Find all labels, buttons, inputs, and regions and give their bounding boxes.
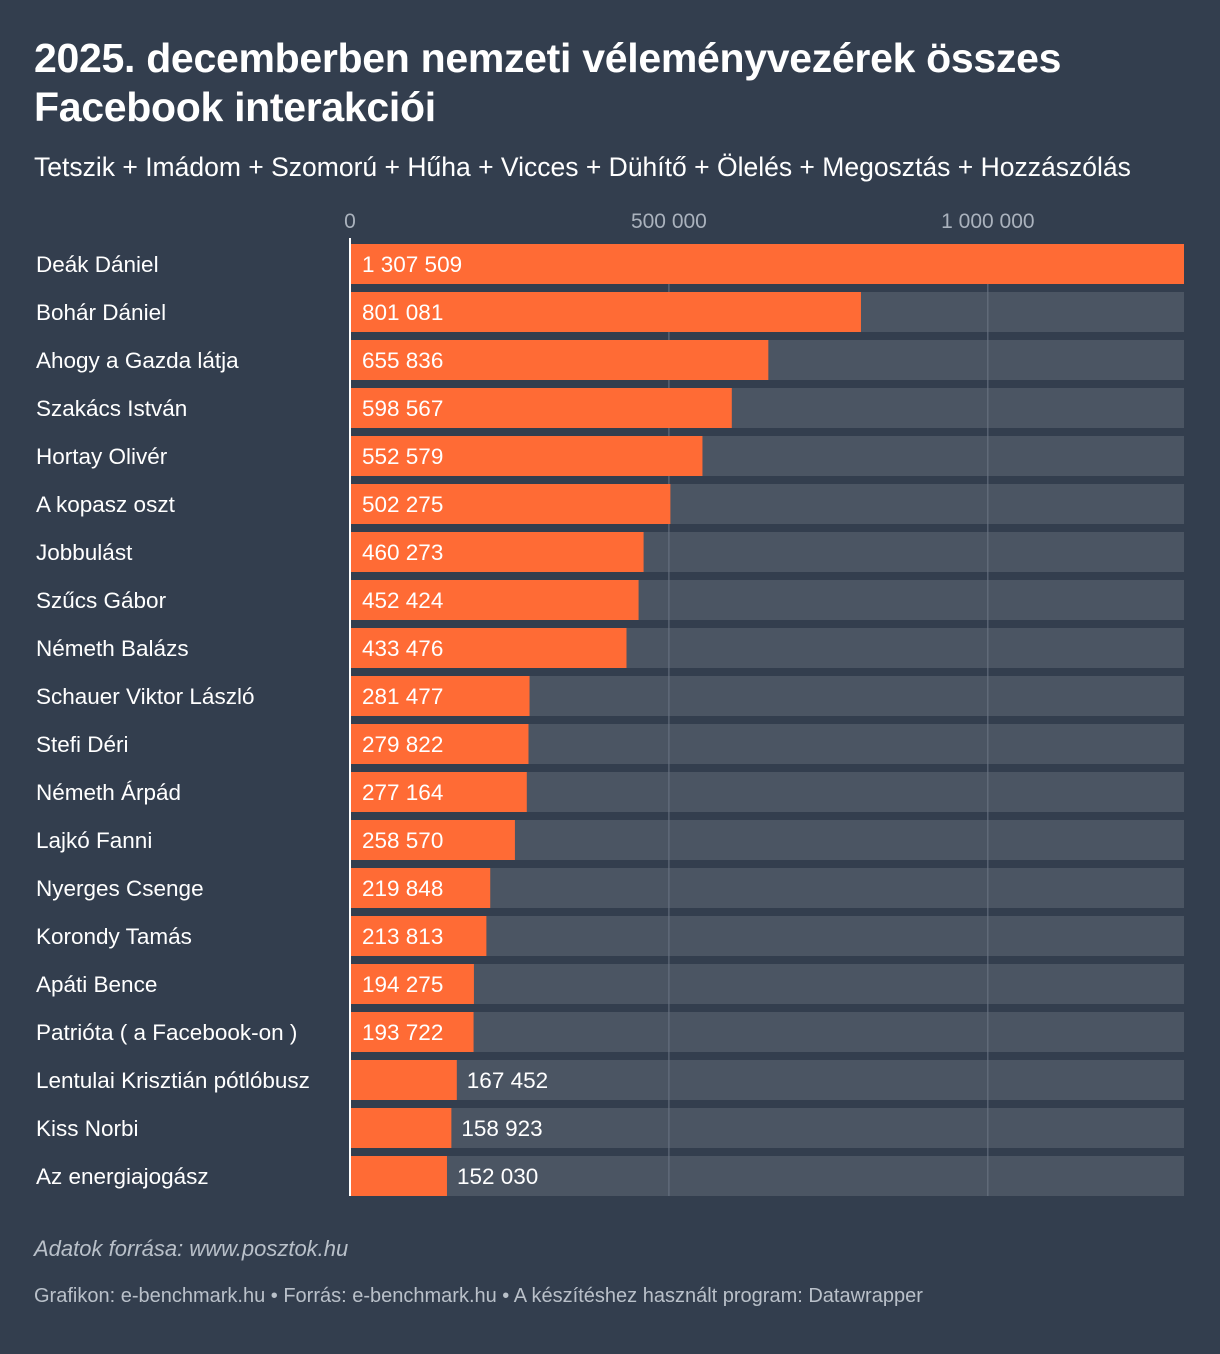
value-label: 219 848 [362, 876, 443, 901]
bar [350, 916, 487, 956]
bar-track [350, 1012, 1184, 1052]
value-label: 193 722 [362, 1020, 443, 1045]
category-label: Az energiajogász [36, 1164, 209, 1189]
bar [350, 1060, 457, 1100]
bar [350, 1012, 474, 1052]
bar-chart: 0 500 000 1 000 000 Deák Dániel 1 307 509 Boh… [36, 210, 1184, 1196]
data-source-note: Adatok forrása: www.posztok.hu [34, 1236, 349, 1261]
bar [350, 580, 639, 620]
value-label: 655 836 [362, 348, 443, 373]
category-label: Apáti Bence [36, 972, 157, 997]
chart-subtitle: Tetszik + Imádom + Szomorú + Hűha + Vicc… [34, 152, 1131, 182]
bar [350, 292, 861, 332]
x-tick-label: 500 000 [631, 210, 707, 233]
x-tick-label: 1 000 000 [941, 210, 1034, 233]
bar-track [350, 1108, 1184, 1148]
bar [350, 868, 491, 908]
bar-track [350, 916, 1184, 956]
value-label: 1 307 509 [362, 252, 462, 277]
value-label: 213 813 [362, 924, 443, 949]
bar [350, 484, 671, 524]
category-label: Ahogy a Gazda látja [36, 348, 239, 373]
value-label: 281 477 [362, 684, 443, 709]
bar [350, 388, 732, 428]
bar-track [350, 1060, 1184, 1100]
value-label: 167 452 [467, 1068, 548, 1093]
category-label: Lajkó Fanni [36, 828, 152, 853]
bar [350, 628, 627, 668]
value-label: 452 424 [362, 588, 443, 613]
category-label: Németh Balázs [36, 636, 189, 661]
bar [350, 724, 529, 764]
x-tick-label: 0 [344, 210, 356, 233]
value-label: 598 567 [362, 396, 443, 421]
category-label: Nyerges Csenge [36, 876, 204, 901]
chart-credits: Grafikon: e-benchmark.hu • Forrás: e-ben… [34, 1285, 923, 1307]
category-label: Schauer Viktor László [36, 684, 254, 709]
bar [350, 820, 515, 860]
value-label: 277 164 [362, 780, 443, 805]
bar-track [350, 964, 1184, 1004]
bar [350, 676, 530, 716]
chart-title: 2025. decemberben nemzeti véleményvezére… [34, 35, 1062, 130]
bar [350, 340, 769, 380]
value-label: 152 030 [457, 1164, 538, 1189]
category-label: Németh Árpád [36, 780, 181, 805]
bar [350, 772, 527, 812]
category-label: Lentulai Krisztián pótlóbusz [36, 1068, 310, 1093]
bar [350, 1108, 452, 1148]
category-label: Jobbulást [36, 540, 133, 565]
bar [350, 532, 644, 572]
value-label: 552 579 [362, 444, 443, 469]
value-label: 460 273 [362, 540, 443, 565]
category-label: Kiss Norbi [36, 1116, 139, 1141]
category-label: Hortay Olivér [36, 444, 168, 469]
category-label: Bohár Dániel [36, 300, 166, 325]
bar [350, 964, 474, 1004]
value-label: 433 476 [362, 636, 443, 661]
value-label: 258 570 [362, 828, 443, 853]
bar-track [350, 1156, 1184, 1196]
value-label: 279 822 [362, 732, 443, 757]
value-label: 158 923 [461, 1116, 542, 1141]
value-label: 194 275 [362, 972, 443, 997]
bar [350, 244, 1184, 284]
category-label: Deák Dániel [36, 252, 159, 277]
bar [350, 436, 703, 476]
category-label: Szűcs Gábor [36, 588, 167, 613]
value-label: 502 275 [362, 492, 443, 517]
value-label: 801 081 [362, 300, 443, 325]
category-label: Patrióta ( a Facebook-on ) [36, 1020, 297, 1045]
category-label: Szakács István [36, 396, 187, 421]
category-label: Stefi Déri [36, 732, 129, 757]
category-label: Korondy Tamás [36, 924, 192, 949]
bar [350, 1156, 447, 1196]
category-label: A kopasz oszt [36, 492, 176, 517]
